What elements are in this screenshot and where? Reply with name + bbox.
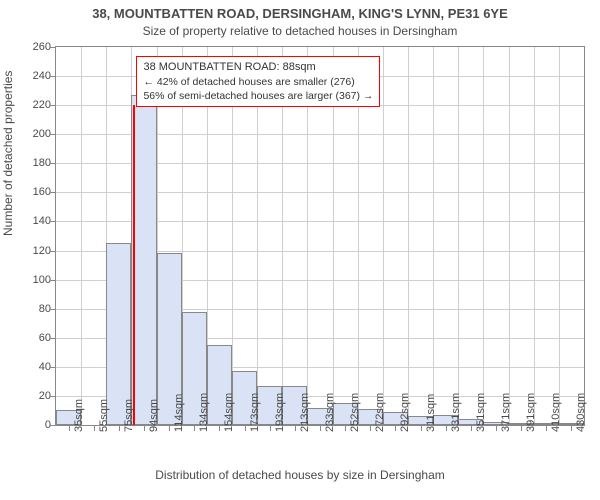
y-tick-mark bbox=[50, 76, 55, 77]
x-tick-label: 134sqm bbox=[198, 393, 210, 432]
y-tick-mark bbox=[50, 425, 55, 426]
x-tick-label: 233sqm bbox=[324, 393, 336, 432]
x-tick-label: 55sqm bbox=[98, 399, 110, 432]
x-tick-label: 311sqm bbox=[425, 394, 437, 432]
y-tick-label: 100 bbox=[33, 274, 51, 286]
x-tick-label: 35sqm bbox=[73, 399, 85, 432]
x-tick-label: 391sqm bbox=[525, 393, 537, 432]
x-tick-mark bbox=[219, 426, 220, 431]
x-tick-mark bbox=[345, 426, 346, 431]
y-tick-label: 120 bbox=[33, 245, 51, 257]
x-tick-mark bbox=[421, 426, 422, 431]
y-tick-mark bbox=[50, 309, 55, 310]
x-tick-mark bbox=[144, 426, 145, 431]
x-tick-label: 371sqm bbox=[500, 393, 512, 432]
grid-line-v bbox=[408, 47, 409, 425]
y-tick-mark bbox=[50, 221, 55, 222]
x-tick-mark bbox=[270, 426, 271, 431]
y-tick-mark bbox=[50, 134, 55, 135]
x-tick-mark bbox=[370, 426, 371, 431]
grid-line-v bbox=[534, 47, 535, 425]
x-tick-label: 75sqm bbox=[123, 399, 135, 432]
y-tick-mark bbox=[50, 105, 55, 106]
x-tick-label: 331sqm bbox=[450, 393, 462, 432]
x-tick-mark bbox=[395, 426, 396, 431]
x-tick-label: 154sqm bbox=[223, 393, 235, 432]
chart-title: 38, MOUNTBATTEN ROAD, DERSINGHAM, KING'S… bbox=[0, 6, 600, 21]
x-tick-label: 193sqm bbox=[274, 393, 286, 432]
y-tick-mark bbox=[50, 396, 55, 397]
x-tick-label: 114sqm bbox=[173, 394, 185, 432]
x-tick-mark bbox=[546, 426, 547, 431]
y-tick-mark bbox=[50, 251, 55, 252]
x-tick-label: 213sqm bbox=[299, 393, 311, 432]
chart-subtitle: Size of property relative to detached ho… bbox=[0, 24, 600, 38]
x-tick-mark bbox=[496, 426, 497, 431]
x-tick-mark bbox=[320, 426, 321, 431]
x-tick-label: 351sqm bbox=[475, 393, 487, 432]
y-tick-mark bbox=[50, 163, 55, 164]
x-tick-mark bbox=[521, 426, 522, 431]
y-axis-label: Number of detached properties bbox=[1, 71, 15, 236]
y-tick-label: 240 bbox=[33, 70, 51, 82]
grid-line-v bbox=[483, 47, 484, 425]
x-tick-mark bbox=[169, 426, 170, 431]
x-tick-mark bbox=[471, 426, 472, 431]
y-tick-label: 140 bbox=[33, 215, 51, 227]
y-tick-label: 260 bbox=[33, 41, 51, 53]
grid-line-v bbox=[458, 47, 459, 425]
y-tick-mark bbox=[50, 47, 55, 48]
x-tick-label: 94sqm bbox=[148, 399, 160, 432]
x-tick-mark bbox=[571, 426, 572, 431]
x-tick-label: 430sqm bbox=[575, 393, 587, 432]
y-tick-mark bbox=[50, 192, 55, 193]
x-tick-mark bbox=[446, 426, 447, 431]
grid-line-v bbox=[383, 47, 384, 425]
y-tick-mark bbox=[50, 280, 55, 281]
property-marker-line bbox=[133, 105, 135, 425]
y-tick-label: 200 bbox=[33, 128, 51, 140]
x-tick-mark bbox=[295, 426, 296, 431]
x-tick-label: 252sqm bbox=[349, 393, 361, 432]
x-tick-label: 272sqm bbox=[374, 393, 386, 432]
grid-line-v bbox=[509, 47, 510, 425]
x-tick-label: 173sqm bbox=[249, 393, 261, 432]
grid-line-v bbox=[81, 47, 82, 425]
histogram-bar bbox=[131, 95, 156, 425]
x-tick-label: 410sqm bbox=[550, 393, 562, 432]
x-tick-mark bbox=[94, 426, 95, 431]
y-tick-label: 220 bbox=[33, 99, 51, 111]
y-tick-mark bbox=[50, 367, 55, 368]
y-tick-label: 180 bbox=[33, 157, 51, 169]
annotation-box: 38 MOUNTBATTEN ROAD: 88sqm← 42% of detac… bbox=[136, 56, 380, 107]
y-tick-mark bbox=[50, 338, 55, 339]
annotation-line: ← 42% of detached houses are smaller (27… bbox=[143, 75, 373, 89]
grid-line-v bbox=[559, 47, 560, 425]
x-axis-label: Distribution of detached houses by size … bbox=[0, 468, 600, 482]
y-tick-label: 160 bbox=[33, 186, 51, 198]
annotation-line: 56% of semi-detached houses are larger (… bbox=[143, 89, 373, 103]
x-tick-mark bbox=[69, 426, 70, 431]
histogram-bar bbox=[106, 243, 131, 425]
x-tick-mark bbox=[119, 426, 120, 431]
grid-line-v bbox=[433, 47, 434, 425]
chart-container: 38, MOUNTBATTEN ROAD, DERSINGHAM, KING'S… bbox=[0, 0, 600, 500]
plot-area: 38 MOUNTBATTEN ROAD: 88sqm← 42% of detac… bbox=[55, 46, 585, 426]
annotation-line: 38 MOUNTBATTEN ROAD: 88sqm bbox=[143, 60, 373, 75]
x-tick-mark bbox=[245, 426, 246, 431]
x-tick-label: 292sqm bbox=[399, 393, 411, 432]
x-tick-mark bbox=[194, 426, 195, 431]
